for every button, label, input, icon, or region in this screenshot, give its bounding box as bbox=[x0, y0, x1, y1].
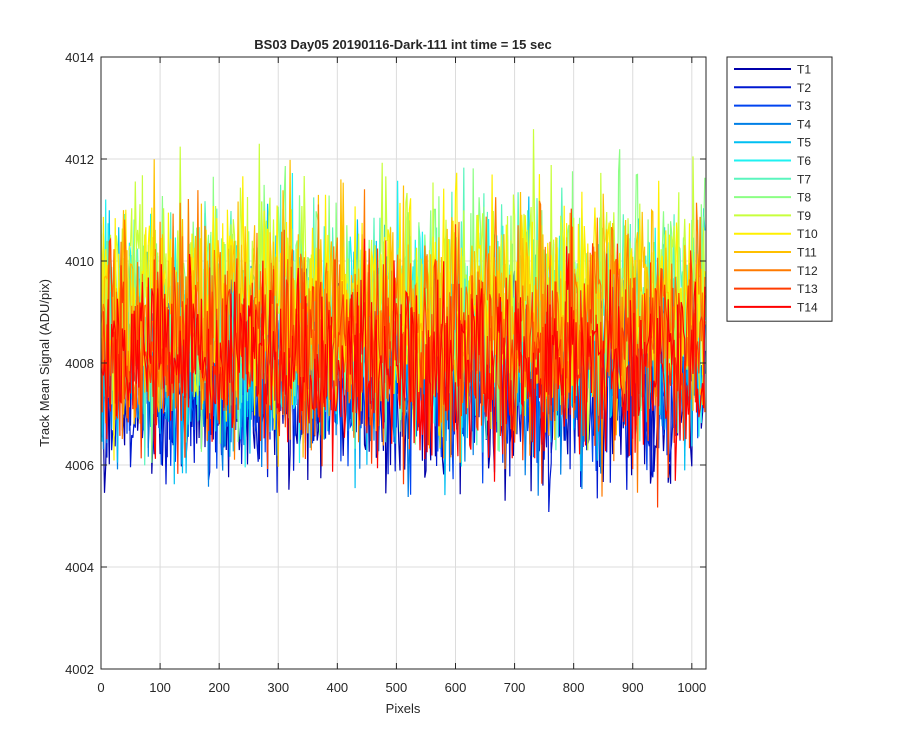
series-group bbox=[101, 129, 706, 513]
x-tick-label: 500 bbox=[386, 680, 408, 695]
x-tick-label: 400 bbox=[326, 680, 348, 695]
y-tick-label: 4008 bbox=[65, 356, 94, 371]
x-tick-label: 200 bbox=[208, 680, 230, 695]
x-tick-label: 600 bbox=[445, 680, 467, 695]
series-line-t14 bbox=[101, 238, 706, 482]
x-tick-label: 300 bbox=[267, 680, 289, 695]
x-tick-label: 800 bbox=[563, 680, 585, 695]
legend-label: T13 bbox=[797, 282, 818, 296]
y-tick-label: 4014 bbox=[65, 50, 94, 65]
legend: T1 T2 T3 T4 T5 T6 T7 T8 T9 T10 T11 T12 T13 T14 bbox=[726, 56, 833, 322]
y-tick-label: 4012 bbox=[65, 152, 94, 167]
y-axis: 4002 4004 4006 4008 4010 4012 4014 bbox=[65, 50, 706, 677]
legend-label: T14 bbox=[797, 300, 818, 314]
legend-label: T4 bbox=[797, 117, 811, 131]
y-axis-label: Track Mean Signal (ADU/pix) bbox=[37, 279, 52, 447]
chart-title: BS03 Day05 20190116-Dark-111 int time = … bbox=[254, 37, 551, 52]
legend-label: T12 bbox=[797, 264, 818, 278]
legend-label: T2 bbox=[797, 81, 811, 95]
y-tick-label: 4004 bbox=[65, 560, 94, 575]
legend-label: T5 bbox=[797, 136, 811, 150]
legend-label: T9 bbox=[797, 209, 811, 223]
x-tick-label: 100 bbox=[149, 680, 171, 695]
x-tick-label: 0 bbox=[97, 680, 104, 695]
legend-label: T7 bbox=[797, 172, 811, 186]
legend-label: T6 bbox=[797, 154, 811, 168]
legend-box bbox=[726, 56, 833, 322]
legend-label: T10 bbox=[797, 227, 818, 241]
legend-label: T8 bbox=[797, 191, 811, 205]
legend-label: T1 bbox=[797, 63, 811, 77]
legend-label: T11 bbox=[797, 246, 817, 260]
x-axis-label: Pixels bbox=[386, 701, 421, 716]
x-tick-label: 900 bbox=[622, 680, 644, 695]
series-line-t13 bbox=[101, 208, 706, 508]
y-tick-label: 4006 bbox=[65, 458, 94, 473]
x-axis: 0 100 200 300 400 500 600 700 800 900 1000 bbox=[97, 57, 706, 695]
series-line-t11 bbox=[101, 159, 706, 467]
legend-label: T3 bbox=[797, 99, 811, 113]
x-tick-label: 1000 bbox=[677, 680, 706, 695]
x-tick-label: 700 bbox=[504, 680, 526, 695]
y-tick-label: 4010 bbox=[65, 254, 94, 269]
y-tick-label: 4002 bbox=[65, 662, 94, 677]
